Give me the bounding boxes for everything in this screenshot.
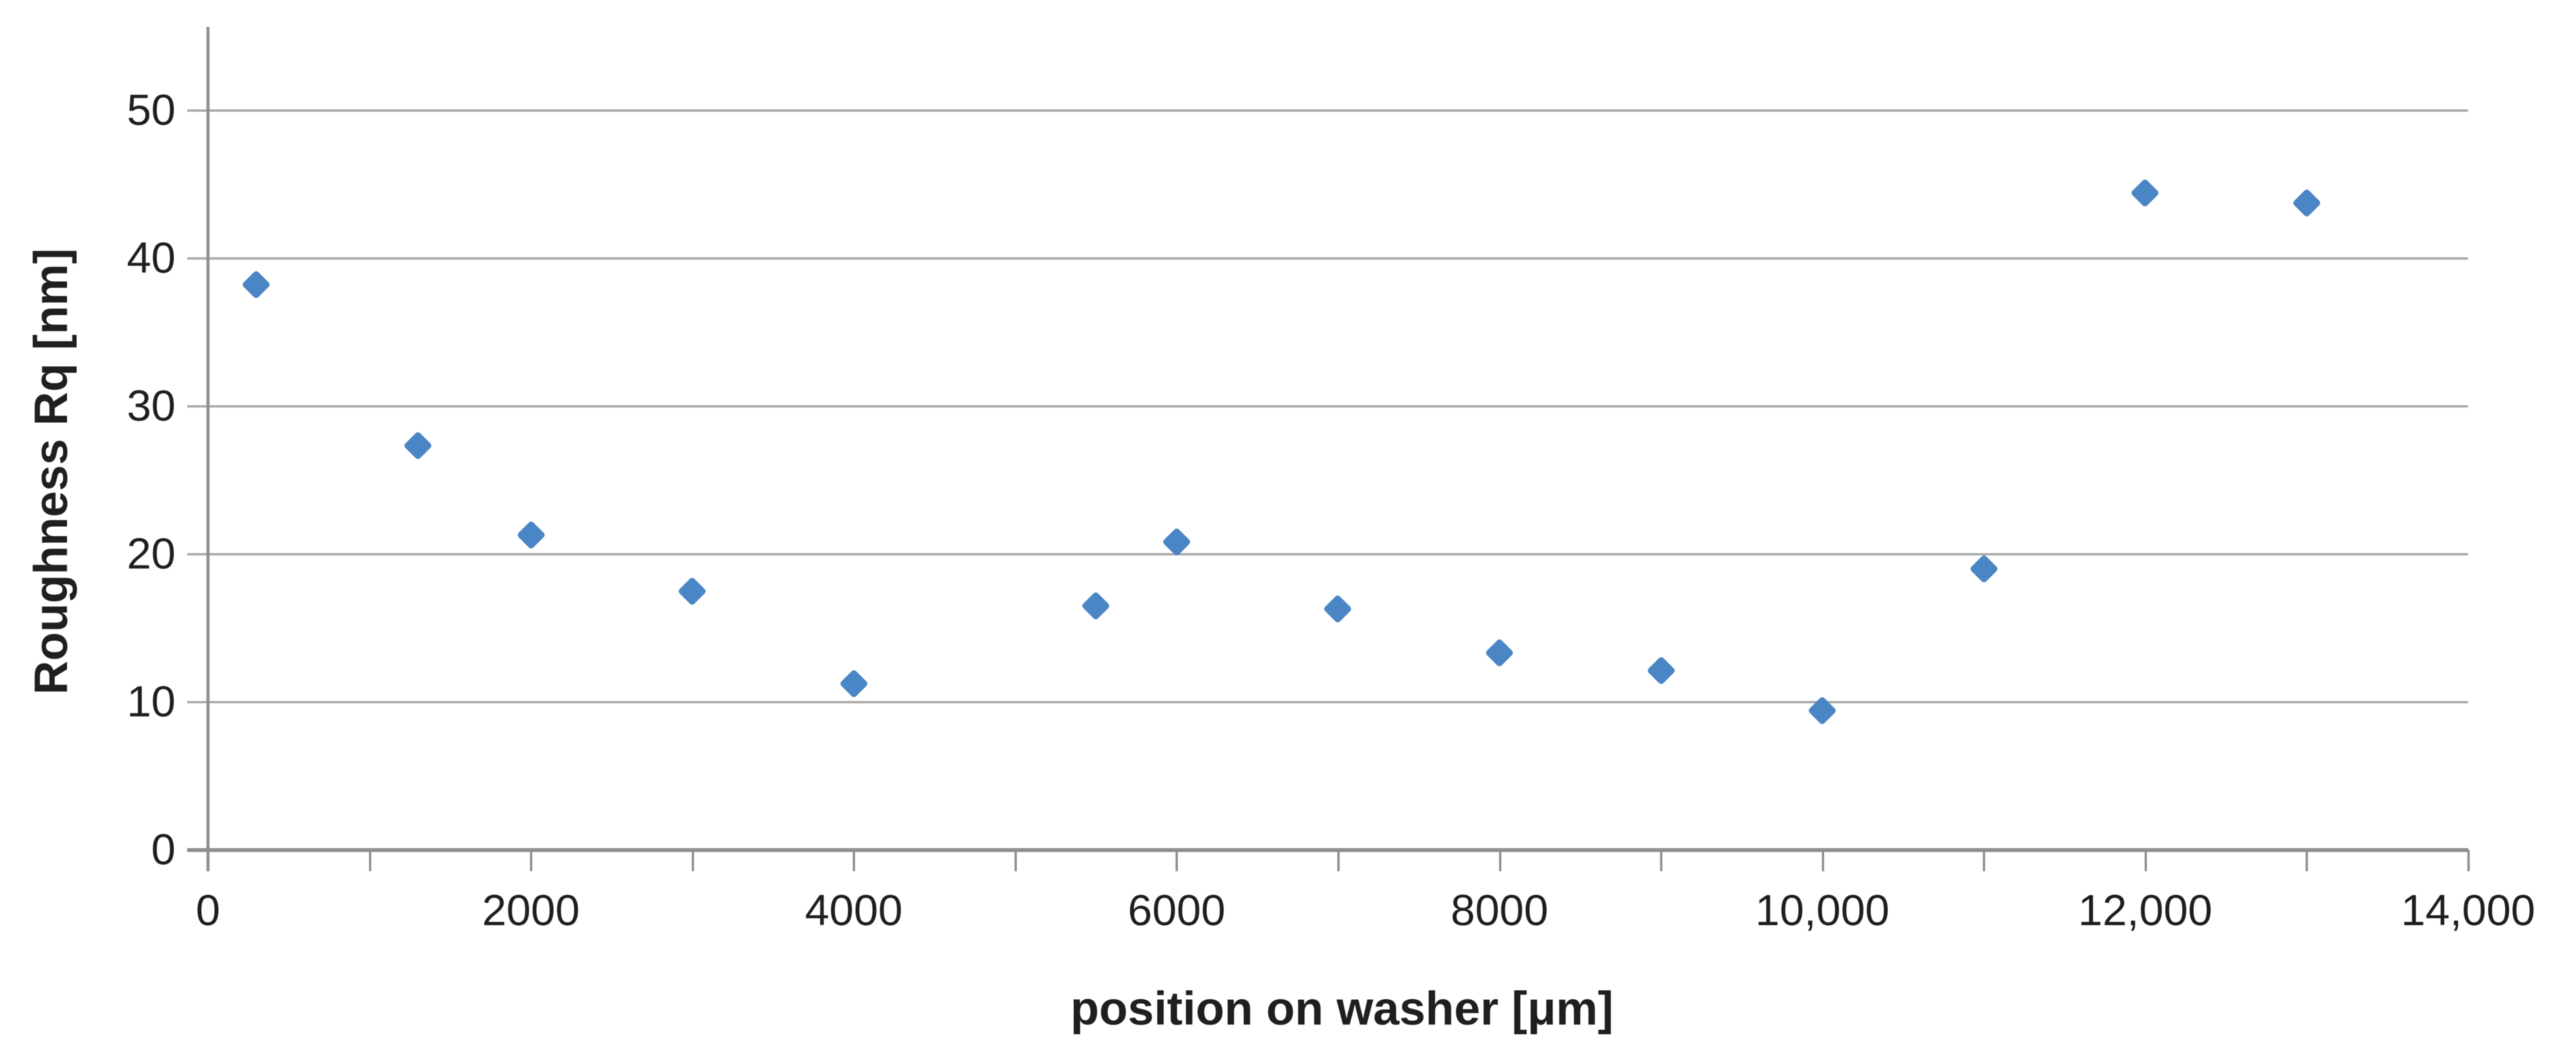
x-tick-label-2000: 2000 [481, 886, 580, 935]
x-tick-11000 [1983, 850, 1986, 871]
data-point-300 [241, 270, 271, 300]
gridline-y-20 [187, 553, 2468, 555]
x-tick-8000 [1498, 850, 1501, 871]
data-point-9000 [1646, 656, 1676, 686]
x-tick-12000 [2144, 850, 2147, 871]
y-tick-label-0: 0 [151, 825, 176, 874]
data-point-7000 [1323, 593, 1353, 624]
x-tick-14000 [2467, 850, 2470, 871]
gridline-y-40 [187, 257, 2468, 260]
data-point-1300 [403, 431, 433, 461]
data-point-13000 [2292, 188, 2322, 219]
x-tick-label-10000: 10,000 [1755, 886, 1890, 935]
x-tick-label-6000: 6000 [1128, 886, 1226, 935]
x-tick-7000 [1337, 850, 1340, 871]
x-tick-9000 [1660, 850, 1663, 871]
data-point-8000 [1484, 638, 1514, 668]
y-axis-title: Roughness Rq [nm] [25, 248, 77, 695]
data-point-12000 [2130, 178, 2160, 208]
x-tick-label-12000: 12,000 [2078, 886, 2212, 935]
x-tick-1000 [368, 850, 371, 871]
gridline-y-10 [187, 701, 2468, 703]
data-point-3000 [677, 575, 707, 606]
gridline-y-30 [187, 405, 2468, 408]
data-point-11000 [1969, 554, 1999, 584]
gridline-y-50 [187, 109, 2468, 112]
x-tick-13000 [2306, 850, 2309, 871]
x-tick-6000 [1176, 850, 1179, 871]
x-tick-2000 [530, 850, 533, 871]
x-axis-line [187, 848, 2468, 852]
y-tick-label-40: 40 [126, 233, 176, 283]
x-tick-label-8000: 8000 [1451, 886, 1548, 935]
y-tick-label-50: 50 [126, 86, 176, 135]
data-point-4000 [839, 669, 869, 699]
y-axis-line [206, 27, 210, 871]
data-point-6000 [1162, 527, 1192, 557]
x-tick-5000 [1014, 850, 1017, 871]
y-tick-label-10: 10 [126, 677, 176, 726]
x-tick-4000 [853, 850, 856, 871]
x-tick-3000 [691, 850, 694, 871]
y-tick-label-20: 20 [126, 529, 176, 579]
x-tick-label-0: 0 [196, 886, 220, 935]
data-point-2000 [516, 519, 546, 550]
data-point-5500 [1081, 591, 1111, 621]
x-tick-10000 [1821, 850, 1824, 871]
y-tick-label-30: 30 [126, 381, 176, 431]
x-tick-label-14000: 14,000 [2400, 886, 2536, 935]
x-tick-label-4000: 4000 [804, 886, 903, 935]
x-axis-title: position on washer [μm] [1070, 982, 1614, 1035]
x-tick-0 [207, 850, 210, 871]
